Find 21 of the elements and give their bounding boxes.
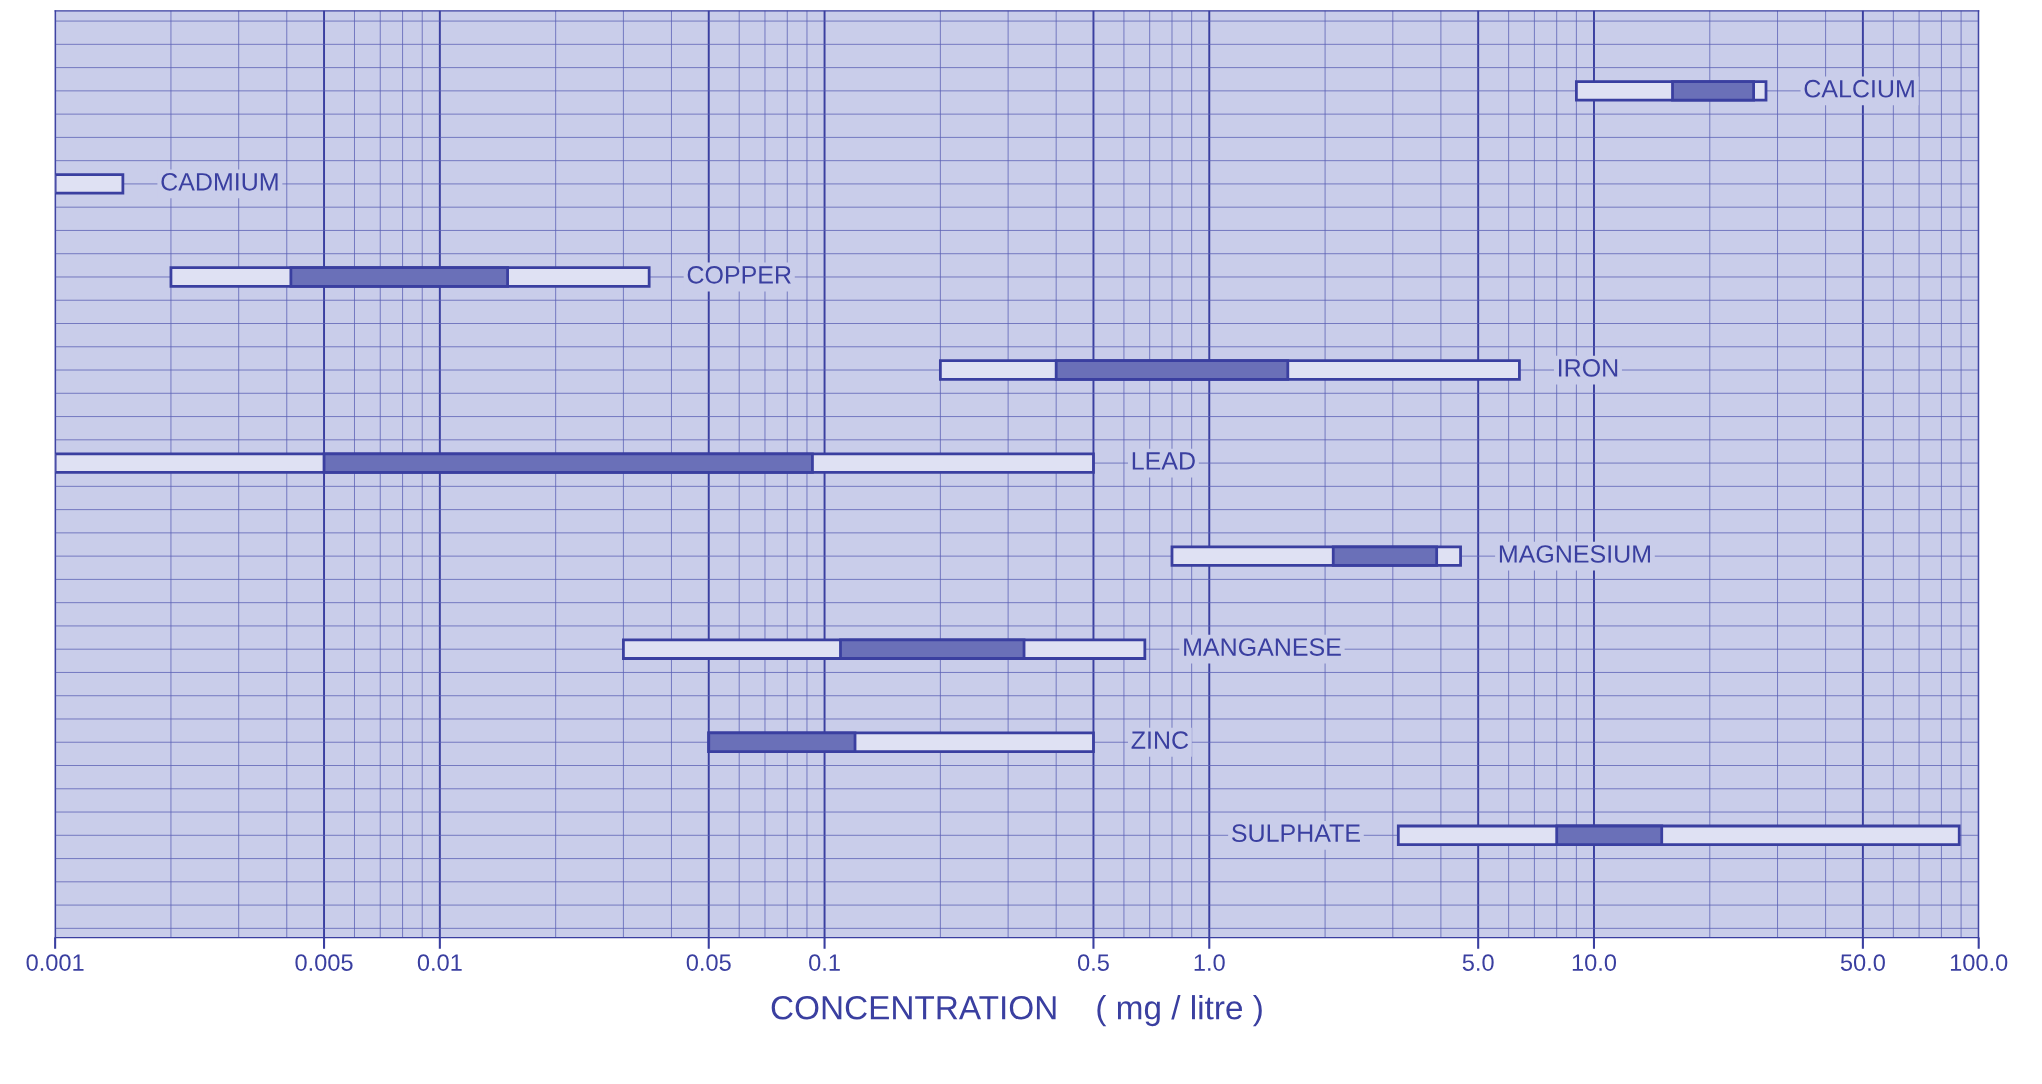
y-tick-label: LEAD	[1132, 452, 1195, 470]
x-tick-label: 0.005	[295, 954, 353, 971]
y-tick-label: COPPER	[687, 265, 791, 284]
x-tick-label: 1.0	[1194, 954, 1225, 971]
x-tick-label: 0.01	[417, 954, 462, 971]
y-tick-label: ZINC	[1131, 731, 1189, 749]
x-tick-label: 50.0	[1840, 954, 1885, 971]
y-tick-label: IRON	[1559, 359, 1618, 377]
x-tick-label: 0.05	[686, 954, 731, 971]
x-tick-label: 100.0	[1950, 954, 2008, 971]
x-tick-label: 10.0	[1572, 954, 1617, 971]
x-axis-title: CONCENTRATION ( mg / litre )	[771, 995, 1262, 1027]
y-tick-label: MAGNESIUM	[1499, 545, 1650, 563]
x-tick-label: 0.5	[1077, 954, 1109, 971]
x-tick-label: 0.001	[26, 954, 84, 971]
y-tick-label: CADMIUM	[161, 172, 278, 191]
y-tick-label: SULPHATE	[1232, 824, 1360, 843]
x-tick-label: 0.1	[809, 954, 840, 971]
y-tick-label: CALCIUM	[1804, 79, 1914, 98]
x-tick-label: 5.0	[1462, 954, 1494, 971]
y-tick-label: MANGANESE	[1184, 638, 1341, 656]
